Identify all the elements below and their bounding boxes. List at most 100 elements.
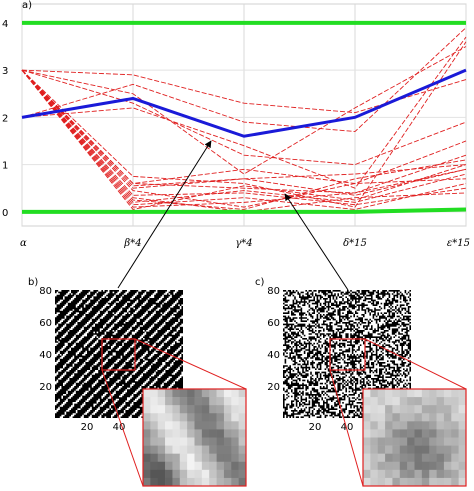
inset-pixel: [414, 445, 423, 454]
inset-pixel: [157, 445, 166, 454]
inset-pixel: [377, 429, 386, 438]
inset-pixel: [429, 445, 437, 454]
inset-pixel: [451, 445, 459, 454]
parallel-coordinates-panel: 0 1 2 3 4 α β*4 γ*4 δ*15 ε*15 a): [2, 0, 470, 249]
inset-pixel: [421, 437, 430, 446]
inset-pixel: [157, 421, 166, 430]
zoom-region-box: [101, 338, 136, 371]
inset-pixel: [399, 389, 408, 398]
inset-pixel: [399, 445, 408, 454]
inset-pixel: [407, 421, 415, 430]
inset-pixel: [157, 413, 166, 422]
inset-pixel: [194, 461, 203, 471]
inset-pixel: [377, 477, 386, 487]
inset-pixel: [179, 429, 188, 438]
inset-pixel: [436, 405, 445, 414]
inset-pixel: [187, 445, 195, 454]
y-tick-label: 0: [2, 208, 8, 219]
inset-pixel: [179, 445, 188, 454]
inset-pixel: [216, 477, 225, 487]
heatmap-cells: [283, 290, 411, 418]
y-tick-label: 2: [2, 113, 8, 124]
inset-pixel: [385, 413, 393, 422]
inset-pixel: [223, 421, 232, 430]
inset-pixel: [392, 477, 401, 487]
inset-pixel: [231, 469, 239, 479]
inset-pixel: [370, 453, 379, 463]
sample-series-line: [21, 69, 467, 210]
series-lines: [21, 20, 467, 214]
inset-pixel: [143, 405, 151, 414]
inset-pixel: [421, 469, 430, 479]
inset-pixel: [377, 421, 386, 430]
inset-pixel: [143, 469, 151, 479]
inset-pixel: [223, 405, 232, 414]
inset-pixel: [223, 413, 232, 422]
inset-pixel: [201, 413, 210, 422]
inset-pixel: [458, 421, 467, 430]
inset-pixel: [392, 397, 401, 406]
y-tick-label: 1: [2, 161, 8, 172]
inset-pixel: [421, 445, 430, 454]
inset-pixel: [238, 397, 247, 406]
inset-pixel: [370, 413, 379, 422]
inset-pixel: [443, 405, 452, 414]
inset-pixel: [458, 397, 467, 406]
inset-pixel: [201, 397, 210, 406]
inset-pixel: [385, 437, 393, 446]
inset-pixel: [209, 453, 217, 463]
inset-pixel: [363, 389, 371, 398]
inset-pixel: [194, 413, 203, 422]
inset-pixel: [392, 445, 401, 454]
inset-pixel: [377, 413, 386, 422]
inset-pixel: [392, 389, 401, 398]
inset-pixel: [223, 469, 232, 479]
inset-pixel: [458, 461, 467, 471]
inset-pixel: [436, 469, 445, 479]
inset-pixel: [451, 469, 459, 479]
inset-pixel: [363, 453, 371, 463]
inset-pixel: [370, 429, 379, 438]
x-tick-label: 20: [309, 422, 322, 433]
inset-pixel: [201, 405, 210, 414]
inset-pixel: [458, 453, 467, 463]
inset-pixel: [429, 413, 437, 422]
inset-pixel: [216, 445, 225, 454]
inset-pixel: [414, 397, 423, 406]
inset-pixel: [238, 445, 247, 454]
inset-pixel: [407, 453, 415, 463]
inset-pixel: [399, 477, 408, 487]
inset-pixel: [429, 421, 437, 430]
inset-pixel: [421, 421, 430, 430]
inset-pixel: [407, 413, 415, 422]
inset-pixel: [172, 397, 181, 406]
inset-pixel: [421, 397, 430, 406]
sample-series-line: [21, 69, 467, 208]
inset-pixel: [414, 429, 423, 438]
inset-pixel: [370, 397, 379, 406]
inset-pixel: [399, 405, 408, 414]
inset-pixel: [407, 405, 415, 414]
inset-pixel: [238, 405, 247, 414]
inset-pixel: [436, 477, 445, 487]
arrow-to-panel-a-from-b: [117, 140, 212, 289]
inset-pixel: [209, 389, 217, 398]
inset-pixel: [436, 445, 445, 454]
inset-pixel: [172, 461, 181, 471]
inset-pixel: [157, 469, 166, 479]
inset-pixel: [172, 469, 181, 479]
inset-pixel: [458, 429, 467, 438]
inset-pixel: [165, 389, 173, 398]
inset-pixel: [451, 453, 459, 463]
inset-pixel: [458, 469, 467, 479]
inset-pixel: [414, 421, 423, 430]
inset-pixel: [414, 413, 423, 422]
y-tick-label: 20: [39, 382, 52, 393]
inset-pixel: [179, 469, 188, 479]
inset-pixel: [179, 413, 188, 422]
inset-pixel: [421, 405, 430, 414]
inset-pixel: [172, 421, 181, 430]
inset-pixel: [157, 461, 166, 471]
inset-pixel: [385, 461, 393, 471]
